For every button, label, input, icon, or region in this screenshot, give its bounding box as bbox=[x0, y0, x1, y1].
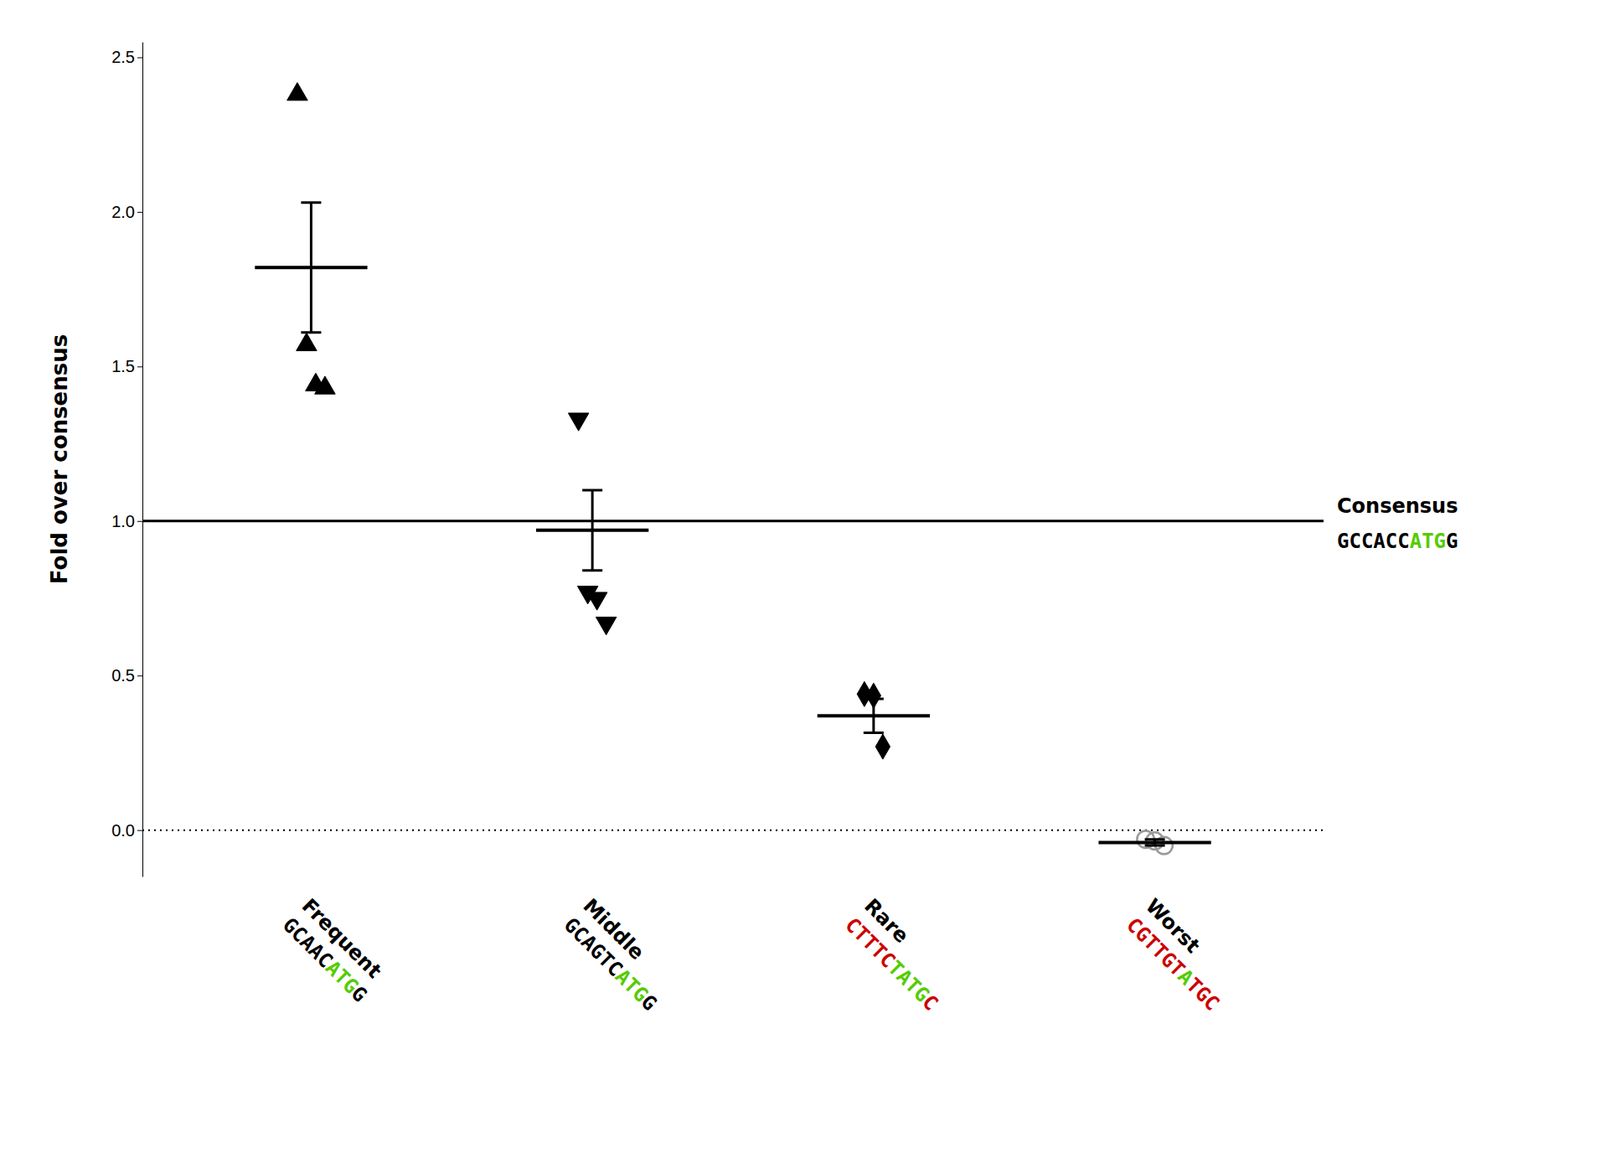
sequence-part: ATG bbox=[1409, 529, 1446, 553]
y-axis: 0.0 0.5 1.0 1.5 2.0 2.5 bbox=[111, 42, 143, 878]
y-tick: 1.5 bbox=[111, 356, 143, 376]
x-labels: FrequentGCAACATGG MiddleGCAGTCATGG RareCTT… bbox=[278, 893, 1244, 1016]
y-tick-mark bbox=[137, 56, 143, 58]
y-tick-mark bbox=[137, 366, 143, 367]
x-label: WorstCGTTGTATGC bbox=[1121, 893, 1244, 1016]
category-sequence: GCAACATGG bbox=[278, 913, 372, 1007]
error-bar bbox=[300, 202, 321, 333]
y-tick-label: 0.5 bbox=[111, 665, 135, 685]
point bbox=[314, 376, 336, 394]
error-bar bbox=[1145, 839, 1166, 846]
category-sequence: GCAGTCATGG bbox=[559, 913, 662, 1016]
y-axis-title: Fold over consensus bbox=[46, 334, 73, 584]
background bbox=[0, 0, 1600, 1153]
point bbox=[287, 82, 309, 101]
y-tick-label: 1.5 bbox=[111, 356, 135, 376]
point-group bbox=[856, 681, 890, 759]
sequence-part: C bbox=[918, 989, 944, 1015]
point bbox=[586, 592, 608, 610]
y-tick: 0.0 bbox=[111, 820, 143, 840]
y-tick-mark bbox=[137, 675, 143, 677]
marks bbox=[142, 82, 1324, 855]
x-label: FrequentGCAACATGG bbox=[278, 893, 391, 1007]
sequence-part: G bbox=[346, 980, 372, 1007]
sequence-part: GCCACC bbox=[1336, 529, 1410, 553]
y-tick-mark bbox=[137, 211, 143, 213]
y-tick-label: 2.0 bbox=[111, 202, 135, 222]
y-tick: 2.5 bbox=[111, 47, 143, 67]
reference-annotation: Consensus GCCACCATGG bbox=[1336, 494, 1459, 553]
x-label: RareCTTTCTATGC bbox=[841, 893, 963, 1016]
error-bar bbox=[582, 490, 603, 571]
point bbox=[595, 616, 617, 635]
error-bar bbox=[863, 698, 884, 733]
x-label: MiddleGCAGTCATGG bbox=[559, 893, 682, 1016]
category-sequence: CTTTCTATGC bbox=[841, 913, 944, 1016]
point bbox=[875, 733, 890, 759]
y-tick-mark bbox=[137, 521, 143, 522]
reference-sequence: GCCACCATGG bbox=[1336, 529, 1459, 553]
point bbox=[296, 332, 318, 351]
y-tick-label: 2.5 bbox=[111, 47, 135, 67]
sequence-part: G bbox=[1445, 529, 1458, 553]
category-sequence: CGTTGTATGC bbox=[1121, 913, 1224, 1016]
point-group bbox=[567, 412, 617, 635]
point-group bbox=[287, 82, 336, 395]
point bbox=[567, 412, 589, 431]
plot: 0.0 0.5 1.0 1.5 2.0 2.5 Fold over consensus Con… bbox=[46, 42, 1459, 1016]
y-axis-line bbox=[142, 42, 144, 878]
y-tick: 0.5 bbox=[111, 665, 143, 685]
sequence-part: G bbox=[636, 989, 662, 1015]
y-tick: 1.0 bbox=[111, 511, 143, 531]
y-tick-label: 0.0 bbox=[111, 820, 135, 840]
y-tick: 2.0 bbox=[111, 202, 143, 222]
y-tick-mark bbox=[137, 830, 143, 831]
sequence-part: TGC bbox=[1181, 972, 1224, 1015]
chart: 0.0 0.5 1.0 1.5 2.0 2.5 Fold over consensus Con… bbox=[0, 0, 1600, 1153]
reference-label: Consensus bbox=[1336, 494, 1459, 518]
reference-line bbox=[142, 519, 1324, 522]
y-tick-label: 1.0 bbox=[111, 511, 135, 531]
